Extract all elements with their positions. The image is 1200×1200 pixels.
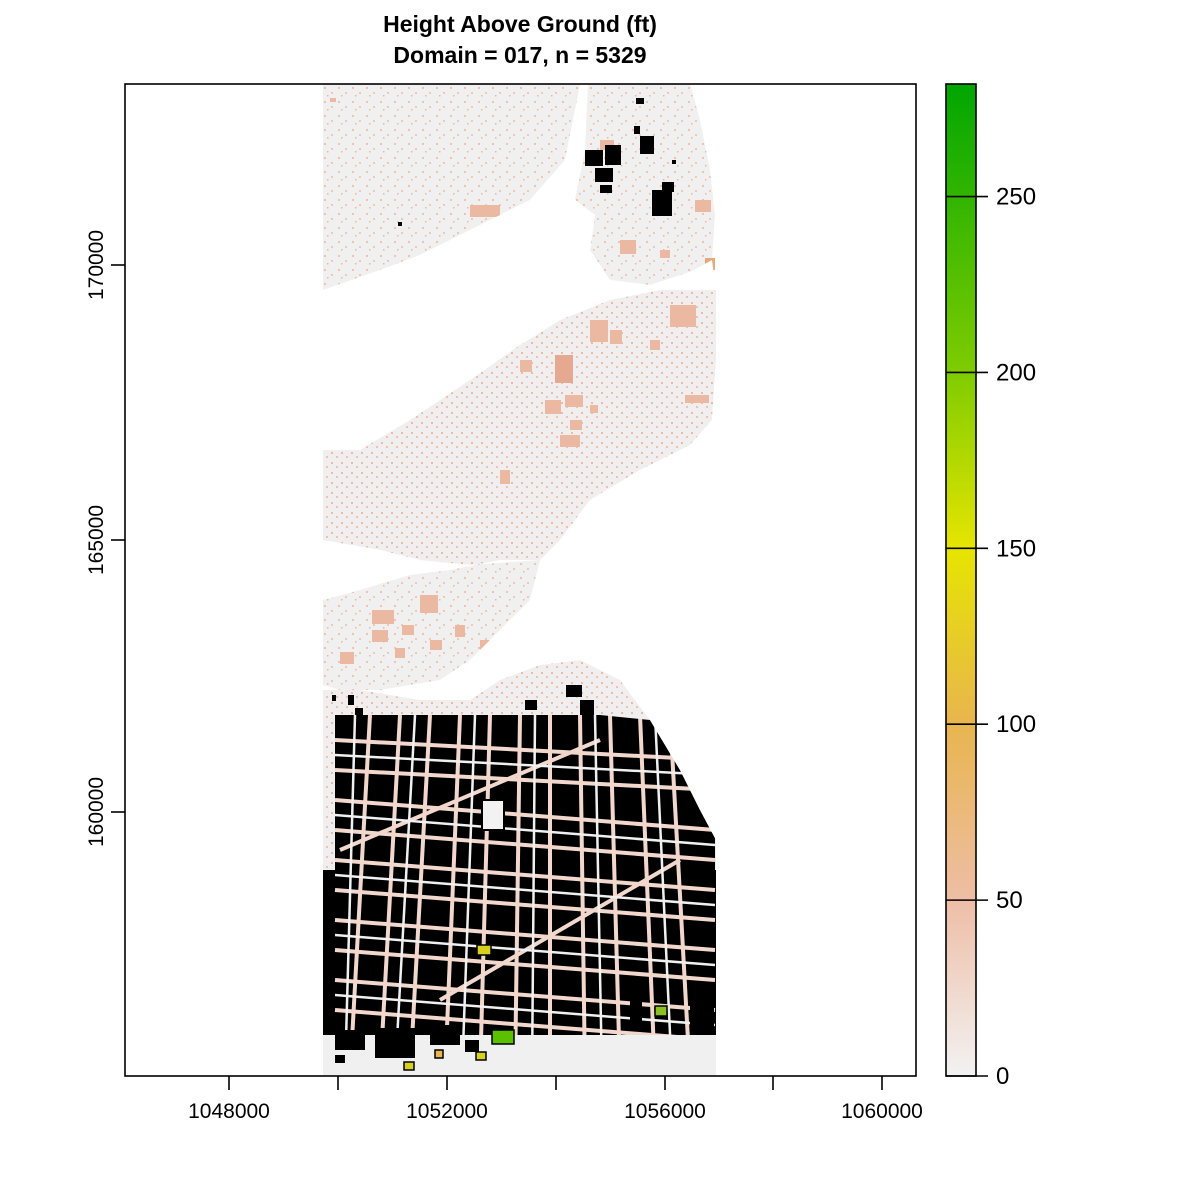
colorbar: 0 50 100 150 200 250 bbox=[945, 83, 1036, 1090]
x-tick-label: 1048000 bbox=[188, 1100, 270, 1123]
water-channel-middle bbox=[323, 360, 716, 840]
ground-area-central-point bbox=[323, 560, 540, 690]
map-panel: 1048000 1052000 1056000 1060000 160000 1… bbox=[85, 83, 923, 1123]
south-buildings bbox=[335, 985, 714, 1063]
map-title-line2: Domain = 017, n = 5329 bbox=[393, 42, 646, 68]
y-tick-label: 165000 bbox=[85, 505, 108, 575]
water-channel-north bbox=[323, 84, 716, 450]
water-west bbox=[125, 84, 323, 1076]
downtown-south-mask bbox=[323, 1035, 716, 1076]
y-axis bbox=[111, 264, 125, 813]
y-tick-label: 160000 bbox=[85, 777, 108, 847]
colorbar-tick-label: 50 bbox=[996, 887, 1023, 914]
colorbar-tick-label: 100 bbox=[996, 711, 1036, 738]
x-tick-label: 1052000 bbox=[406, 1100, 488, 1123]
colorbar-tick-label: 150 bbox=[996, 535, 1036, 562]
colorbar-gradient bbox=[945, 83, 977, 1077]
colorbar-tick-label: 0 bbox=[996, 1063, 1009, 1090]
tall-buildings bbox=[403, 944, 668, 1071]
colorbar-tick-label: 250 bbox=[996, 184, 1036, 211]
y-tick-label: 170000 bbox=[85, 230, 108, 300]
raster-layer bbox=[125, 84, 916, 1076]
map-title-line1: Height Above Ground (ft) bbox=[383, 11, 657, 37]
colorbar-tick-label: 200 bbox=[996, 359, 1036, 386]
downtown-blocks bbox=[323, 714, 716, 1076]
low-structures bbox=[330, 98, 715, 664]
ground-area-north-island bbox=[575, 84, 715, 285]
colorbar-ticks: 0 50 100 150 200 250 bbox=[946, 184, 1036, 1090]
building-footprints bbox=[332, 98, 676, 731]
ground-area-west bbox=[323, 84, 580, 290]
x-tick-label: 1060000 bbox=[841, 1100, 923, 1123]
map-frame bbox=[124, 83, 917, 1077]
x-axis bbox=[228, 1076, 883, 1090]
x-tick-label: 1056000 bbox=[624, 1100, 706, 1123]
water-east bbox=[716, 84, 916, 1076]
